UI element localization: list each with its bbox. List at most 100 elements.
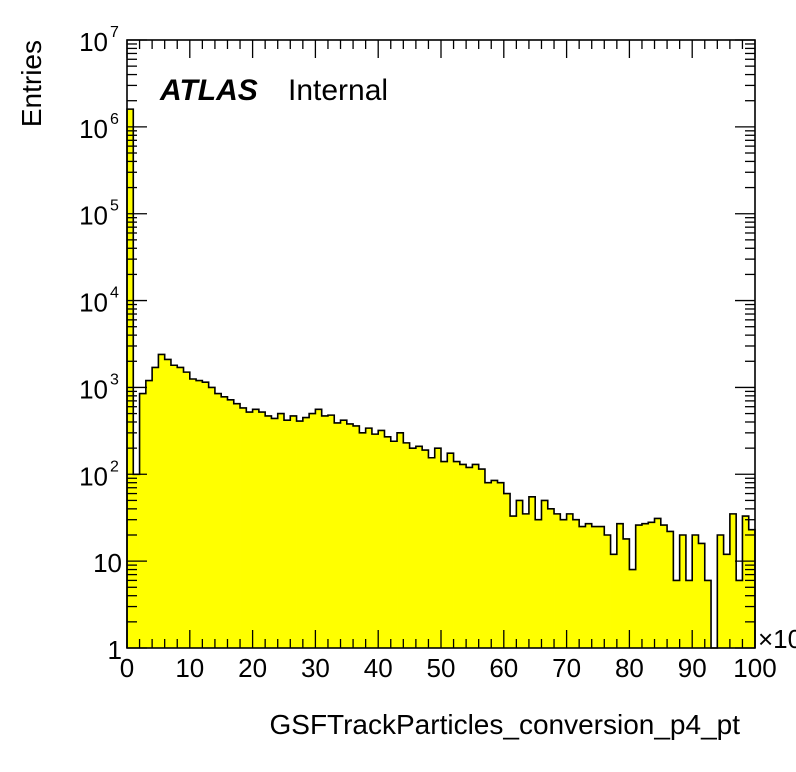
- axis-ticks: [126, 39, 756, 649]
- histogram-bar: [302, 417, 310, 648]
- histogram-bar: [579, 526, 586, 648]
- histogram-bar: [572, 519, 580, 648]
- atlas-label: ATLAS: [159, 74, 258, 107]
- histogram-bar: [742, 516, 750, 648]
- y-tick-label: 10: [79, 27, 108, 57]
- y-axis-title: Entries: [16, 40, 47, 127]
- histogram-bar: [547, 508, 555, 648]
- y-tick-label: 10: [79, 114, 108, 144]
- histogram-bar: [484, 482, 492, 648]
- x-tick-label: 90: [678, 653, 707, 683]
- histogram-bar: [692, 534, 699, 648]
- histogram-bar: [290, 415, 297, 648]
- histogram-bar: [309, 413, 316, 648]
- histogram-bar: [598, 526, 605, 648]
- y-tick-exponent: 6: [110, 111, 119, 128]
- histogram-bar: [641, 523, 649, 648]
- histogram-bar: [327, 415, 335, 648]
- histogram-bar: [591, 526, 599, 648]
- histogram-bar: [277, 413, 285, 648]
- histogram-bar: [654, 518, 662, 648]
- histogram-bar: [403, 442, 410, 648]
- histogram-bar: [334, 422, 341, 648]
- histogram-bar: [704, 580, 712, 648]
- histogram-bar: [390, 441, 398, 648]
- histogram-bar: [447, 453, 454, 648]
- histogram-bar: [359, 432, 367, 648]
- histogram-bar: [428, 457, 436, 648]
- histogram-bar: [522, 513, 530, 648]
- histogram-bar: [717, 534, 724, 648]
- x-tick-label: 0: [120, 653, 134, 683]
- x-tick-label: 50: [427, 653, 456, 683]
- histogram-bar: [233, 403, 241, 648]
- histogram-bar: [491, 480, 498, 648]
- histogram-bars: [127, 109, 756, 648]
- histogram-bar: [415, 446, 423, 648]
- histogram-bar: [748, 529, 756, 648]
- histogram-bar: [698, 543, 706, 648]
- histogram-bar: [478, 469, 486, 648]
- histogram-bar: [208, 387, 216, 648]
- histogram-bar: [616, 523, 624, 648]
- histogram-bar: [265, 415, 272, 648]
- x-tick-label: 100: [733, 653, 776, 683]
- x-tick-label: 70: [552, 653, 581, 683]
- histogram-bar: [660, 525, 668, 648]
- y-tick-exponent: 5: [110, 198, 119, 215]
- histogram-bar: [246, 412, 253, 648]
- histogram-bar: [227, 399, 235, 648]
- histogram-bar: [667, 531, 674, 648]
- histogram-bar: [221, 396, 228, 648]
- histogram-bar: [127, 109, 134, 648]
- histogram-bar: [459, 464, 467, 648]
- x-multiplier-label: ×10: [758, 624, 796, 654]
- x-tick-label: 10: [175, 653, 204, 683]
- x-tick-label: 20: [238, 653, 267, 683]
- histogram-bar: [378, 430, 385, 648]
- x-tick-label: 60: [489, 653, 518, 683]
- histogram-bar: [441, 461, 448, 648]
- histogram-bar: [371, 434, 379, 648]
- histogram-bar: [535, 519, 542, 648]
- histogram-bar: [240, 407, 247, 648]
- histogram-bar: [164, 359, 172, 648]
- histogram-bar: [252, 409, 260, 648]
- histogram-bar: [453, 461, 461, 648]
- histogram-bar: [196, 380, 203, 648]
- histogram-bar: [271, 418, 279, 648]
- histogram-bar: [623, 538, 630, 648]
- y-tick-exponent: 7: [110, 24, 119, 41]
- histogram-bar: [321, 415, 329, 648]
- histogram-bar: [497, 482, 505, 648]
- histogram-bar: [629, 569, 637, 648]
- histogram-bar: [177, 367, 184, 648]
- histogram-bar: [139, 393, 147, 648]
- histogram-bar: [466, 467, 473, 648]
- histogram-bar: [315, 409, 323, 648]
- histogram-bar: [202, 382, 210, 648]
- histogram-bar: [541, 500, 549, 648]
- histogram-bar: [214, 393, 222, 648]
- y-tick-label: 10: [79, 288, 108, 318]
- y-tick-label: 10: [79, 461, 108, 491]
- histogram-bar: [736, 580, 743, 648]
- y-tick-label: 1: [108, 635, 122, 665]
- histogram-bar: [365, 428, 373, 648]
- x-tick-label: 30: [301, 653, 330, 683]
- histogram-bar: [673, 580, 681, 648]
- histogram-bar: [284, 420, 291, 648]
- histogram-bar: [510, 516, 517, 648]
- histogram-bar: [145, 380, 153, 648]
- histogram-bar: [635, 525, 643, 648]
- histogram-bar: [340, 420, 348, 648]
- histogram-bar: [648, 522, 655, 648]
- histogram-outline: [126, 108, 756, 649]
- histogram-bar: [585, 523, 593, 648]
- histogram-bar: [170, 365, 178, 648]
- histogram-bar: [158, 354, 166, 648]
- x-axis-title: GSFTrackParticles_conversion_p4_pt: [269, 709, 740, 740]
- histogram-bar: [434, 448, 442, 648]
- x-tick-labels: 0 10 20 30 40 50 60 70 80 90 100: [120, 653, 777, 683]
